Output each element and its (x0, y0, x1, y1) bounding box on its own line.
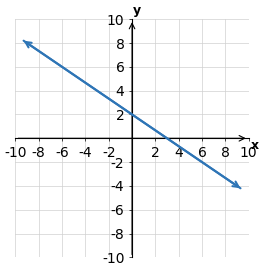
Text: x: x (251, 139, 259, 152)
Text: y: y (133, 4, 141, 17)
